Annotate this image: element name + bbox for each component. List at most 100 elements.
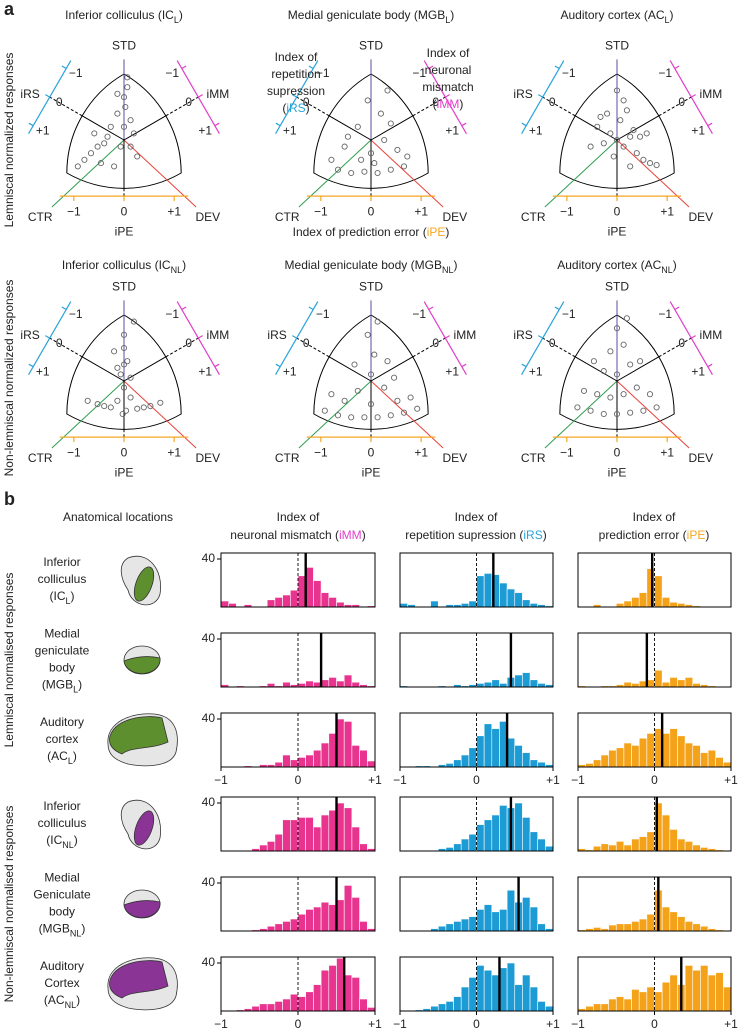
axis-tick [214, 122, 220, 127]
zero-guide [412, 96, 446, 117]
bar [313, 984, 322, 1012]
bar [328, 965, 337, 1012]
bar [723, 986, 732, 1012]
data-point [114, 397, 121, 404]
bar [654, 575, 663, 608]
bar [700, 925, 709, 932]
spoke [81, 115, 125, 141]
bar [684, 965, 694, 1012]
axis-tick-label: −1 [412, 307, 426, 321]
plot-frame [577, 876, 732, 932]
data-point [391, 374, 398, 381]
bar [305, 680, 314, 688]
bar [700, 965, 709, 1012]
data-point [613, 325, 621, 332]
axis-tick-label: −1 [69, 307, 83, 321]
axis-tick-label: 0 [614, 445, 621, 459]
axis-tick [45, 94, 50, 98]
column-header: Index of [455, 510, 498, 524]
data-point [84, 397, 91, 404]
axis-tick [28, 122, 34, 127]
data-point [627, 361, 634, 368]
axis-label: iPE [115, 465, 134, 479]
data-point [610, 153, 617, 160]
axis-tick [461, 363, 467, 368]
bar [537, 838, 546, 852]
axis-tick-label: −1 [658, 66, 672, 80]
axis-tick-label: 0 [549, 336, 556, 350]
region-label-part: Geniculate [33, 888, 91, 902]
axis-tick [181, 65, 187, 70]
bar [522, 897, 531, 932]
bar [453, 921, 462, 932]
vertex-label: STD [359, 38, 383, 52]
axis-label: iPE [115, 224, 134, 238]
bar [445, 1001, 454, 1012]
region-label-part: (MGB [42, 678, 73, 692]
axis-tick [691, 335, 696, 339]
region-label-part: body [49, 905, 75, 919]
vertex-line [370, 380, 444, 449]
bar [623, 923, 632, 932]
bar [289, 918, 299, 932]
bar [600, 1003, 609, 1012]
bar [615, 841, 625, 852]
annotation: (iMM) [433, 97, 464, 111]
bar [677, 679, 686, 688]
axis-tick-label: 0 [56, 95, 63, 109]
axis-label: iPE [608, 224, 627, 238]
annotation-part: supression [267, 84, 325, 98]
bar [669, 829, 678, 852]
data-point [400, 409, 408, 416]
vertex-label: DEV [195, 451, 220, 465]
bar [220, 600, 229, 608]
axis-tick-label: +1 [198, 123, 212, 137]
data-point [617, 117, 624, 124]
bar [608, 844, 617, 852]
region-label: Inferior [43, 555, 80, 569]
bar [677, 735, 686, 768]
bar [251, 1005, 260, 1012]
data-point [344, 133, 351, 140]
bar [623, 998, 632, 1012]
plot-frame [399, 876, 554, 932]
brain-icon [109, 960, 169, 999]
data-point [120, 344, 128, 352]
bar [305, 909, 314, 932]
axis-tick [308, 306, 314, 311]
annotation: Index of [427, 46, 470, 60]
region-label: Auditory [40, 959, 84, 973]
bar [266, 683, 276, 688]
data-point [334, 166, 342, 173]
bar [289, 759, 299, 768]
panel-title-part: Inferior colliculus (IC [62, 258, 171, 272]
data-point [94, 401, 101, 408]
vertex-line [616, 139, 690, 208]
data-point [367, 371, 375, 378]
axis-label: iRS [513, 87, 532, 101]
spoke [328, 115, 372, 141]
data-point [384, 358, 391, 365]
axis-tick [428, 65, 434, 70]
vertex-label: CTR [521, 210, 546, 224]
panel-title-part: NL [661, 265, 673, 275]
axis-tick-label: +1 [414, 204, 428, 218]
region-label-part: colliculus [38, 572, 87, 586]
axis-tick [45, 335, 50, 339]
region-label-part: (IC [46, 833, 62, 847]
x-tick-label: +1 [368, 1017, 382, 1031]
plot-frame [577, 796, 732, 852]
axis-tick [445, 335, 450, 339]
data-point [321, 407, 328, 414]
annotation: supression [267, 84, 325, 98]
axis-tick [461, 122, 467, 127]
region-label-part: ) [74, 833, 78, 847]
region-label-part: L [65, 596, 70, 606]
axis-tick-label: −1 [316, 307, 330, 321]
annotation: neuronal [425, 63, 472, 77]
data-point [653, 404, 660, 411]
bar [638, 737, 648, 768]
vertex-label: CTR [28, 210, 53, 224]
bar [684, 841, 694, 852]
axis-label: iMM [207, 328, 230, 342]
